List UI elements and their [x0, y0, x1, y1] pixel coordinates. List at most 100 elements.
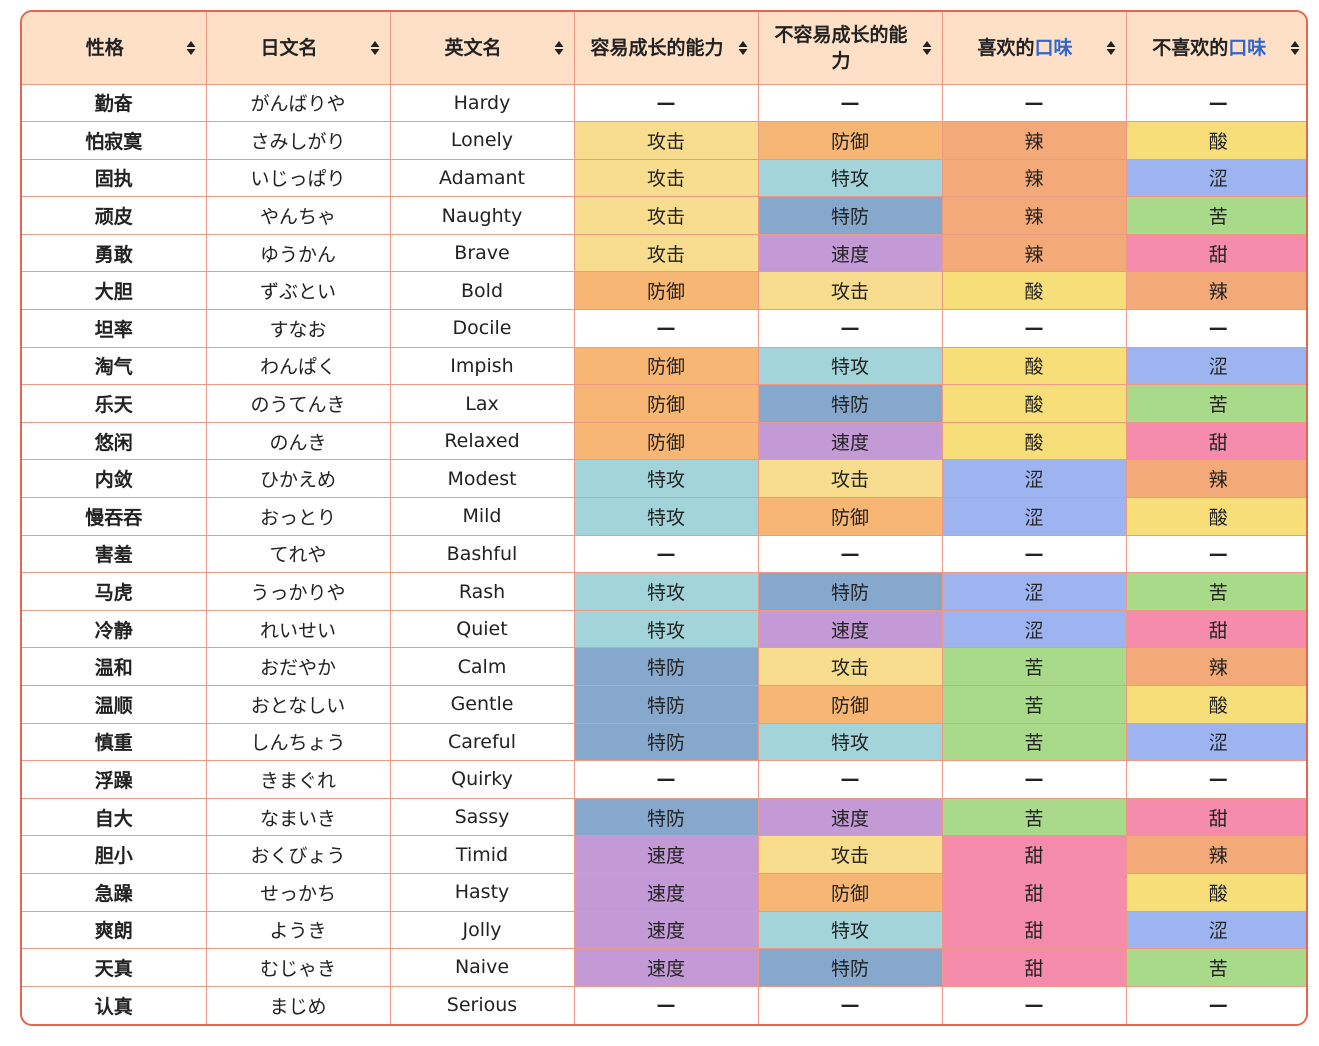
table-row: 慎重 しんちょう Careful 特防 特攻苦涩 — [22, 722, 1306, 762]
sort-up-down-icon[interactable] — [186, 40, 196, 56]
liked-flavor-cell: 甜 — [941, 910, 1127, 950]
table-row: 坦率 すなお Docile — — — — — [22, 309, 1306, 348]
table-row: 天真 むじゃき Naive 速度 特防甜苦 — [22, 948, 1306, 987]
header-decreased-stat[interactable]: 不容易成长的能力 — [757, 12, 943, 85]
nature-name-cell: 乐天 — [22, 384, 207, 423]
japanese-name-cell: のんき — [205, 421, 391, 461]
nature-name-cell: 大胆 — [22, 271, 207, 311]
liked-flavor-cell: 涩 — [941, 609, 1127, 649]
disliked-flavor-cell: 苦 — [1125, 948, 1306, 987]
japanese-name-cell: ひかえめ — [205, 459, 391, 499]
liked-flavor-cell: 酸 — [941, 346, 1127, 386]
header-row: 性格 日文名 英文名 容易成长的能力 不容易成长的能力 — [22, 12, 1306, 85]
nature-name-cell: 慢吞吞 — [22, 497, 207, 536]
increased-stat-cell: 速度 — [573, 835, 759, 874]
increased-stat-cell: 攻击 — [573, 158, 759, 198]
japanese-name-cell: わんぱく — [205, 346, 391, 386]
nature-name-cell: 害羞 — [22, 534, 207, 574]
japanese-name-cell: まじめ — [205, 985, 391, 1024]
japanese-name-cell: ずぶとい — [205, 271, 391, 311]
table-row: 固执 いじっぱり Adamant 攻击 特攻辣涩 — [22, 158, 1306, 198]
english-name-cell: Lonely — [389, 121, 575, 160]
increased-stat-cell: 攻击 — [573, 121, 759, 160]
header-increased-stat[interactable]: 容易成长的能力 — [573, 12, 759, 85]
english-name-cell: Serious — [389, 985, 575, 1024]
table-row: 怕寂寞 さみしがり Lonely 攻击 防御辣酸 — [22, 121, 1306, 160]
header-english-name[interactable]: 英文名 — [389, 12, 575, 85]
english-name-cell: Hardy — [389, 83, 575, 123]
sort-up-down-icon[interactable] — [370, 40, 380, 56]
sort-up-down-icon[interactable] — [1106, 40, 1116, 56]
flavor-link[interactable]: 口味 — [1228, 36, 1267, 59]
japanese-name-cell: きまぐれ — [205, 760, 391, 799]
increased-stat-cell: 特防 — [573, 685, 759, 724]
japanese-name-cell: いじっぱり — [205, 158, 391, 198]
table-row: 马虎 うっかりや Rash 特攻 特防涩苦 — [22, 572, 1306, 611]
sort-up-down-icon[interactable] — [738, 40, 748, 56]
nature-name-cell: 温顺 — [22, 685, 207, 724]
increased-stat-cell: 防御 — [573, 421, 759, 461]
decreased-stat-cell: 特防 — [757, 196, 943, 235]
english-name-cell: Brave — [389, 233, 575, 273]
japanese-name-cell: せっかち — [205, 872, 391, 912]
liked-flavor-cell: 甜 — [941, 948, 1127, 987]
nature-name-cell: 爽朗 — [22, 910, 207, 950]
header-nature[interactable]: 性格 — [22, 12, 207, 85]
nature-name-cell: 内敛 — [22, 459, 207, 499]
liked-flavor-cell: 甜 — [941, 835, 1127, 874]
nature-name-cell: 淘气 — [22, 346, 207, 386]
japanese-name-cell: おくびょう — [205, 835, 391, 874]
decreased-stat-cell: 速度 — [757, 233, 943, 273]
header-japanese-name[interactable]: 日文名 — [205, 12, 391, 85]
decreased-stat-cell: — — [757, 985, 943, 1024]
increased-stat-cell: — — [573, 309, 759, 348]
header-liked-flavor[interactable]: 喜欢的口味 — [941, 12, 1127, 85]
nature-name-cell: 马虎 — [22, 572, 207, 611]
japanese-name-cell: すなお — [205, 309, 391, 348]
english-name-cell: Relaxed — [389, 421, 575, 461]
disliked-flavor-cell: 酸 — [1125, 121, 1306, 160]
decreased-stat-cell: 特防 — [757, 948, 943, 987]
liked-flavor-cell: 辣 — [941, 196, 1127, 235]
liked-flavor-cell: 酸 — [941, 271, 1127, 311]
disliked-flavor-cell: 苦 — [1125, 572, 1306, 611]
table-row: 淘气 わんぱく Impish 防御 特攻酸涩 — [22, 346, 1306, 386]
english-name-cell: Sassy — [389, 797, 575, 837]
decreased-stat-cell: 特防 — [757, 384, 943, 423]
disliked-flavor-cell: 辣 — [1125, 459, 1306, 499]
japanese-name-cell: ゆうかん — [205, 233, 391, 273]
increased-stat-cell: 防御 — [573, 346, 759, 386]
nature-name-cell: 天真 — [22, 948, 207, 987]
header-disliked-flavor[interactable]: 不喜欢的口味 — [1125, 12, 1306, 85]
japanese-name-cell: おっとり — [205, 497, 391, 536]
japanese-name-cell: れいせい — [205, 609, 391, 649]
sort-up-down-icon[interactable] — [1290, 40, 1300, 56]
sort-up-down-icon[interactable] — [922, 40, 932, 56]
sort-up-down-icon[interactable] — [554, 40, 564, 56]
increased-stat-cell: 特防 — [573, 722, 759, 762]
decreased-stat-cell: 特防 — [757, 572, 943, 611]
table-row: 内敛 ひかえめ Modest 特攻 攻击涩辣 — [22, 459, 1306, 499]
header-label: 不容易成长的能力 — [774, 23, 908, 72]
english-name-cell: Naughty — [389, 196, 575, 235]
increased-stat-cell: 速度 — [573, 910, 759, 950]
liked-flavor-cell: — — [941, 985, 1127, 1024]
nature-name-cell: 怕寂寞 — [22, 121, 207, 160]
header-label: 容易成长的能力 — [590, 36, 724, 59]
nature-name-cell: 浮躁 — [22, 760, 207, 799]
table-row: 慢吞吞 おっとり Mild 特攻 防御涩酸 — [22, 497, 1306, 536]
disliked-flavor-cell: 甜 — [1125, 609, 1306, 649]
disliked-flavor-cell: 辣 — [1125, 647, 1306, 686]
nature-name-cell: 认真 — [22, 985, 207, 1024]
nature-name-cell: 坦率 — [22, 309, 207, 348]
table-row: 温顺 おとなしい Gentle 特防 防御苦酸 — [22, 685, 1306, 724]
english-name-cell: Calm — [389, 647, 575, 686]
increased-stat-cell: 特攻 — [573, 459, 759, 499]
header-label: 喜欢的口味 — [973, 35, 1094, 61]
decreased-stat-cell: 攻击 — [757, 271, 943, 311]
header-label-prefix: 喜欢的 — [977, 36, 1035, 59]
japanese-name-cell: しんちょう — [205, 722, 391, 762]
english-name-cell: Impish — [389, 346, 575, 386]
flavor-link[interactable]: 口味 — [1034, 36, 1073, 59]
decreased-stat-cell: — — [757, 534, 943, 574]
